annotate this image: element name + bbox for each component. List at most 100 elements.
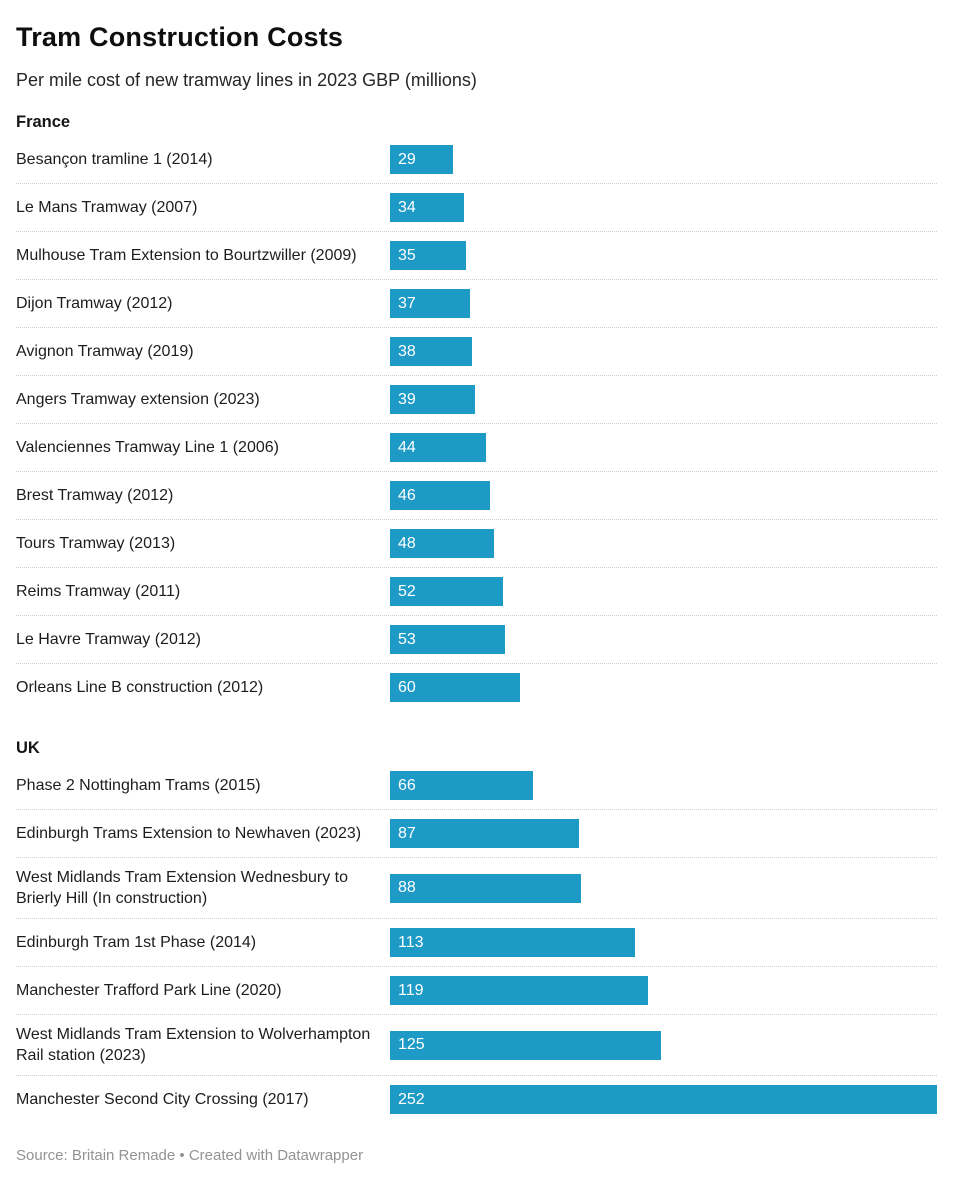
row-label: Manchester Second City Crossing (2017) <box>16 1091 309 1109</box>
row-label: Manchester Trafford Park Line (2020) <box>16 982 282 1000</box>
bar-value-label: 252 <box>398 1090 425 1108</box>
bar-track: 53 <box>390 625 937 654</box>
bar-value-label: 34 <box>398 198 416 216</box>
chart-row: Angers Tramway extension (2023) 39 <box>16 376 937 424</box>
bar-value-label: 53 <box>398 630 416 648</box>
bar: 125 <box>390 1030 662 1060</box>
chart-row: Edinburgh Tram 1st Phase (2014) 113 <box>16 919 937 968</box>
bar-track: 60 <box>390 673 937 702</box>
bar-group-uk: UK Phase 2 Nottingham Trams (2015) 66 Edinb… <box>16 739 937 1123</box>
bar-value-label: 60 <box>398 678 416 696</box>
row-label: Edinburgh Trams Extension to Newhaven (2… <box>16 824 362 842</box>
chart-row: Manchester Trafford Park Line (2020) 119 <box>16 967 937 1016</box>
bar: 53 <box>390 625 506 654</box>
bar-value-label: 37 <box>398 294 416 312</box>
bar: 60 <box>390 673 521 702</box>
row-label: Valenciennes Tramway Line 1 (2006) <box>16 438 279 456</box>
bar-value-label: 88 <box>398 879 416 897</box>
row-label: Edinburgh Tram 1st Phase (2014) <box>16 934 257 952</box>
bar: 39 <box>390 385 475 414</box>
chart-row: Manchester Second City Crossing (2017) 25… <box>16 1076 937 1123</box>
row-label: Besançon tramline 1 (2014) <box>16 150 213 168</box>
bar-track: 113 <box>390 928 937 958</box>
chart-row: Orleans Line B construction (2012) 60 <box>16 664 937 711</box>
row-label: West Midlands Tram Extension to Wolverha… <box>16 1026 371 1065</box>
row-label: Le Mans Tramway (2007) <box>16 198 198 216</box>
row-label: Tours Tramway (2013) <box>16 534 176 552</box>
bar: 38 <box>390 337 473 366</box>
row-label: Orleans Line B construction (2012) <box>16 678 264 696</box>
bar-track: 52 <box>390 577 937 606</box>
chart-row: Besançon tramline 1 (2014) 29 <box>16 136 937 184</box>
bar-value-label: 38 <box>398 342 416 360</box>
chart-row: Tours Tramway (2013) 48 <box>16 520 937 568</box>
chart-row: West Midlands Tram Extension to Wolverha… <box>16 1015 937 1077</box>
row-label: Phase 2 Nottingham Trams (2015) <box>16 776 261 794</box>
chart-row: Le Havre Tramway (2012) 53 <box>16 616 937 664</box>
row-label: Brest Tramway (2012) <box>16 486 174 504</box>
group-header: France <box>16 113 71 131</box>
page-title: Tram Construction Costs <box>16 22 344 52</box>
bar: 48 <box>390 529 495 558</box>
group-header: UK <box>16 739 40 757</box>
bar-value-label: 29 <box>398 150 416 168</box>
chart-row: Reims Tramway (2011) 52 <box>16 568 937 616</box>
chart-row: Edinburgh Trams Extension to Newhaven (2… <box>16 810 937 858</box>
row-label: Reims Tramway (2011) <box>16 582 181 600</box>
bar: 88 <box>390 873 582 903</box>
chart-container: Tram Construction Costs Per mile cost of… <box>16 22 937 1164</box>
chart-row: Brest Tramway (2012) 46 <box>16 472 937 520</box>
bar: 37 <box>390 289 471 318</box>
bar: 29 <box>390 145 453 174</box>
bar-track: 66 <box>390 771 937 800</box>
chart-row: West Midlands Tram Extension Wednesbury … <box>16 858 937 920</box>
bar-track: 46 <box>390 481 937 510</box>
row-label: Dijon Tramway (2012) <box>16 294 173 312</box>
bar-value-label: 35 <box>398 246 416 264</box>
bar: 46 <box>390 481 490 510</box>
bar-track: 34 <box>390 193 937 222</box>
bar-value-label: 66 <box>398 776 416 794</box>
chart-row: Le Mans Tramway (2007) 34 <box>16 184 937 232</box>
row-label: Le Havre Tramway (2012) <box>16 630 201 648</box>
bar-track: 88 <box>390 873 937 903</box>
bar-value-label: 52 <box>398 582 416 600</box>
bar: 35 <box>390 241 466 270</box>
bar-group-france: France Besançon tramline 1 (2014) 29 Le Man… <box>16 113 937 711</box>
bar-track: 87 <box>390 819 937 848</box>
bar: 52 <box>390 577 503 606</box>
bar-value-label: 44 <box>398 438 416 456</box>
bar-track: 38 <box>390 337 937 366</box>
bar-track: 48 <box>390 529 937 558</box>
chart-row: Avignon Tramway (2019) 38 <box>16 328 937 376</box>
chart-row: Phase 2 Nottingham Trams (2015) 66 <box>16 762 937 810</box>
bar: 252 <box>390 1085 937 1115</box>
bar-value-label: 39 <box>398 390 416 408</box>
bar-value-label: 46 <box>398 486 416 504</box>
row-label: West Midlands Tram Extension Wednesbury … <box>16 869 348 908</box>
row-label: Angers Tramway extension (2023) <box>16 390 260 408</box>
bar: 34 <box>390 193 464 222</box>
chart-row: Dijon Tramway (2012) 37 <box>16 280 937 328</box>
bar: 44 <box>390 433 486 462</box>
bar-value-label: 87 <box>398 824 416 842</box>
bar-track: 252 <box>390 1085 937 1115</box>
bar-track: 35 <box>390 241 937 270</box>
bar-track: 29 <box>390 145 937 174</box>
bar-value-label: 119 <box>398 981 424 999</box>
bar-value-label: 113 <box>398 933 424 951</box>
chart-row: Mulhouse Tram Extension to Bourtzwiller … <box>16 232 937 280</box>
chart-subtitle: Per mile cost of new tramway lines in 20… <box>16 70 477 90</box>
source-attribution: Source: Britain Remade • Created with Da… <box>16 1147 364 1165</box>
chart-body: France Besançon tramline 1 (2014) 29 Le Man… <box>16 113 937 1123</box>
bar-track: 39 <box>390 385 937 414</box>
bar-value-label: 48 <box>398 534 416 552</box>
bar-track: 44 <box>390 433 937 462</box>
bar-value-label: 125 <box>398 1036 425 1054</box>
bar-track: 119 <box>390 976 937 1006</box>
bar: 113 <box>390 928 636 958</box>
row-label: Mulhouse Tram Extension to Bourtzwiller … <box>16 246 357 264</box>
bar: 87 <box>390 819 579 848</box>
bar-track: 125 <box>390 1030 937 1060</box>
bar: 119 <box>390 976 649 1006</box>
